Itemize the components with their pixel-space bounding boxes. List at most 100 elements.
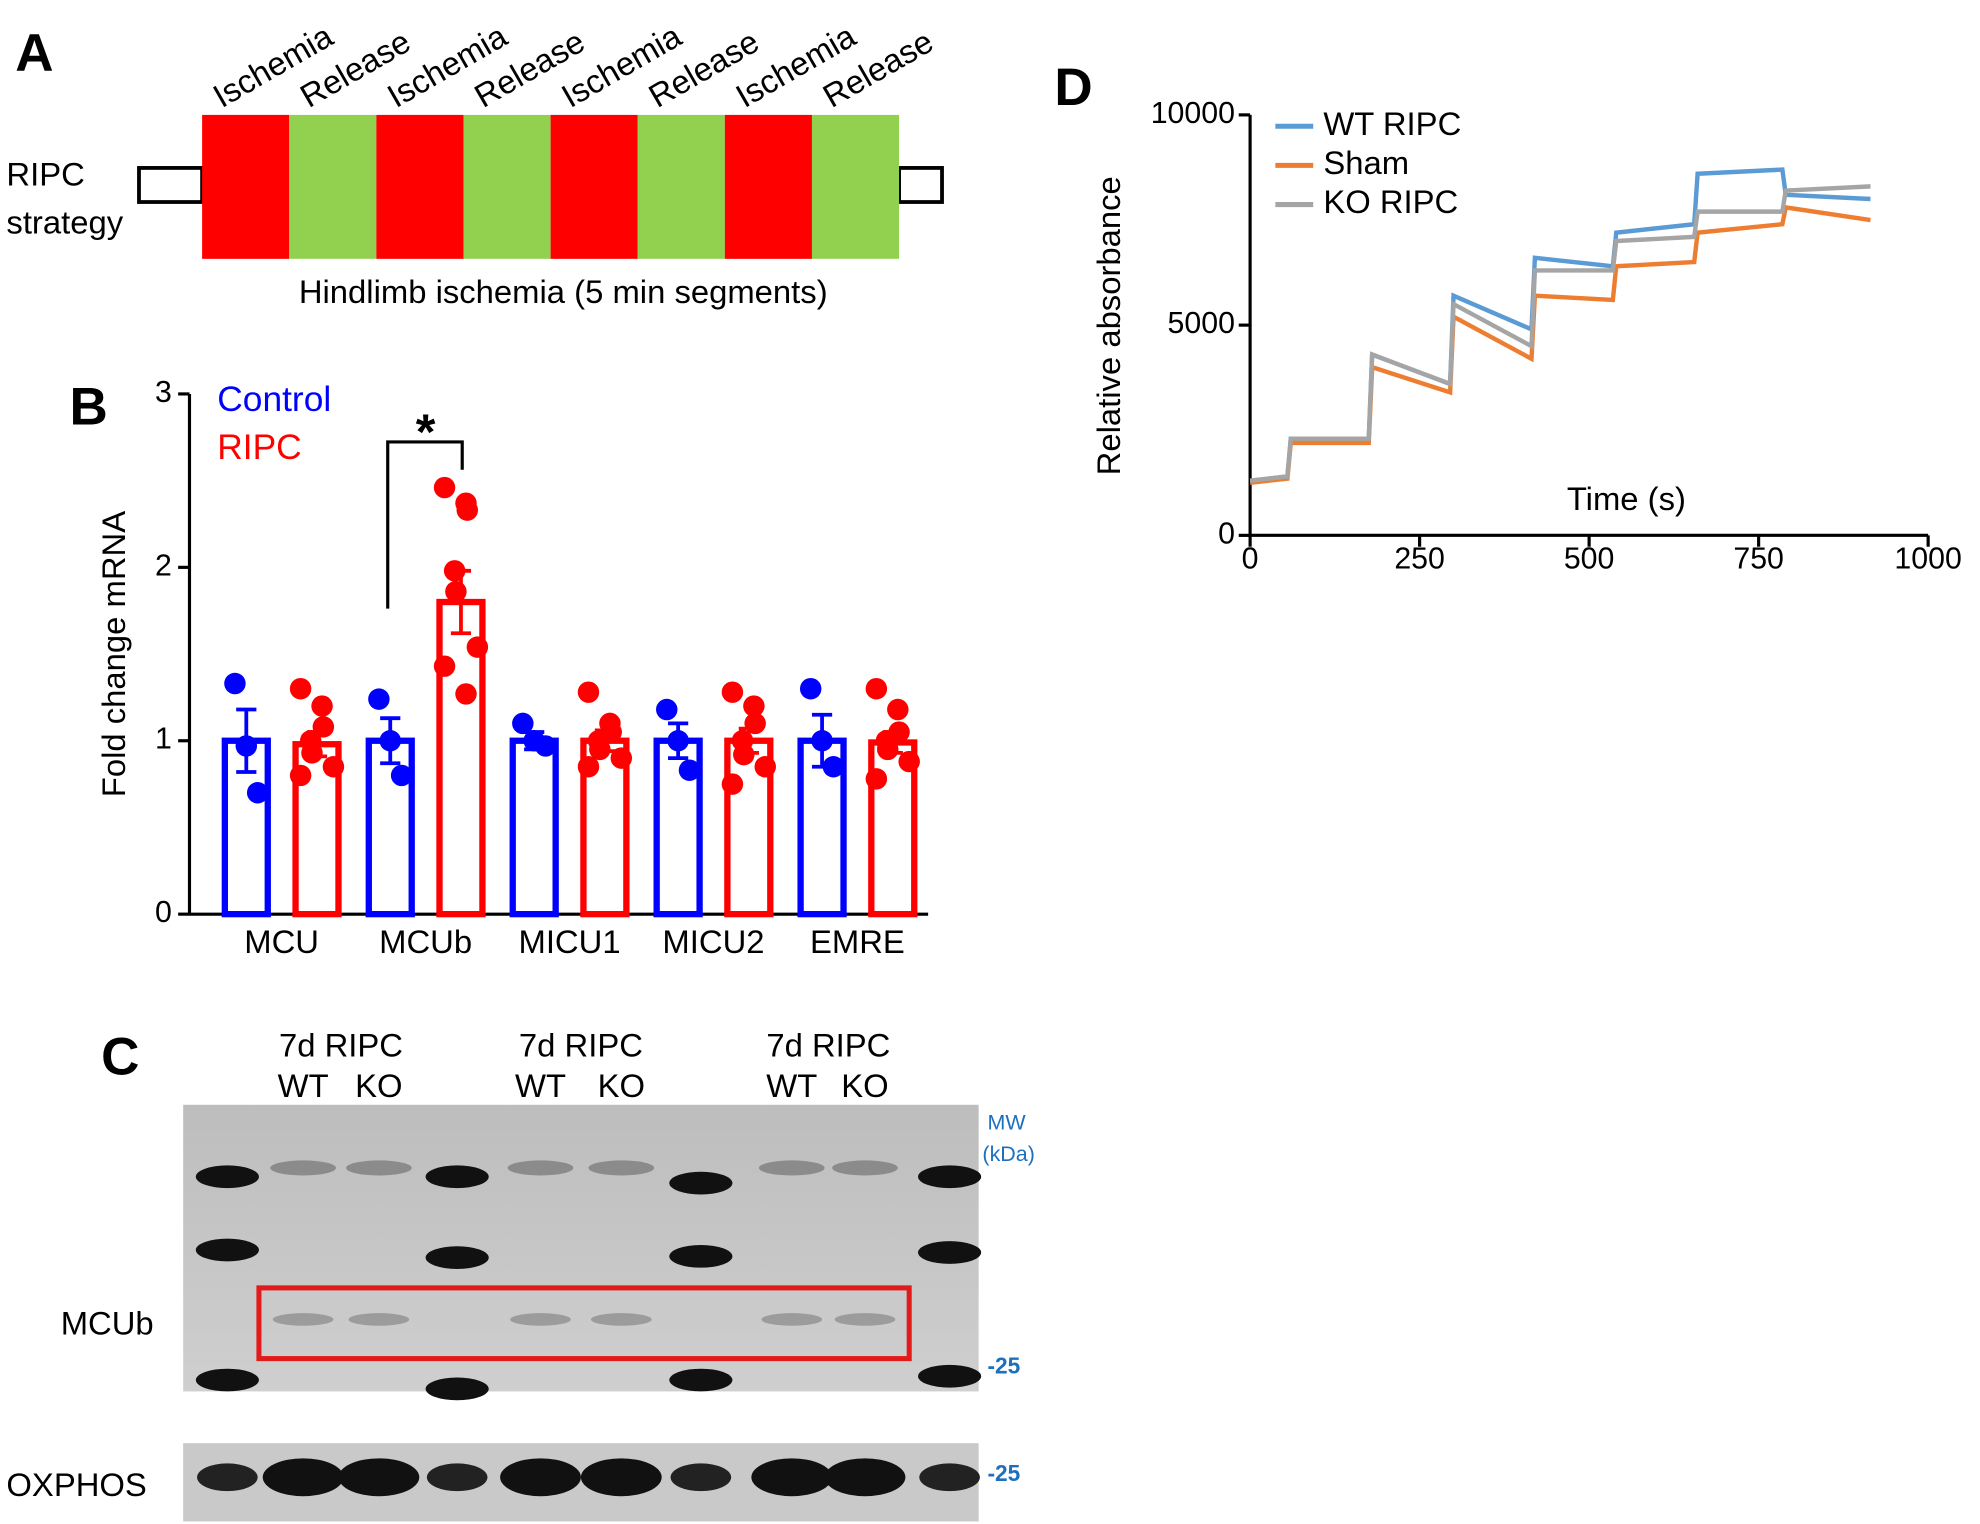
segment [202,114,290,259]
band [197,1463,258,1492]
segment [463,114,551,259]
band [832,1160,898,1176]
x-tick-label: 750 [1733,543,1784,576]
band [919,1463,980,1492]
lane-label: WT [515,1067,566,1104]
highlight-box [256,1285,912,1362]
group-title: 7d RIPC [279,1027,403,1064]
data-point [512,712,534,735]
x-tick-label: MICU1 [518,923,620,960]
ladder-band [669,1368,733,1392]
legend-label: Sham [1323,144,1409,181]
data-point [433,476,456,499]
legend-label: RIPC [217,428,301,467]
band [751,1458,833,1497]
y-axis-title: Fold change mRNA [95,511,132,797]
data-point [433,655,456,677]
group-title: 7d RIPC [519,1027,643,1064]
ladder-band [195,1238,259,1262]
y-tick-label: 2 [155,549,172,582]
mw-marker: -25 [987,1352,1020,1378]
x-tick-label: 500 [1564,543,1615,576]
caption: Hindlimb ischemia (5 min segments) [299,273,828,310]
data-point [322,756,345,778]
data-point [301,742,323,764]
data-point [445,580,467,603]
band [580,1458,662,1497]
data-point [466,636,489,658]
ladder-band [195,1165,259,1189]
segment [637,114,725,259]
ladder-band [669,1171,733,1195]
band [758,1160,825,1176]
data-point [754,756,776,778]
band [270,1160,336,1176]
x-axis-title: Time (s) [1567,480,1686,517]
band [834,1313,896,1326]
ladder-band [918,1165,982,1189]
ladder-band [195,1368,259,1392]
data-point [443,560,466,582]
x-tick-label: MCU [244,923,319,960]
band [824,1458,906,1497]
group-title: 7d RIPC [766,1027,890,1064]
x-tick-label: 1000 [1894,543,1961,576]
data-point [678,759,701,781]
band [426,1463,488,1492]
x-tick-label: MICU2 [662,923,764,960]
panel-letter: A [15,24,53,83]
band [346,1160,412,1176]
ladder-band [918,1241,982,1264]
strategy-label: strategy [6,203,123,240]
mw-unit: (kDa) [982,1142,1034,1166]
y-tick-label: 5000 [1168,307,1235,340]
data-point [224,672,246,695]
data-point [744,712,766,735]
panel-letter: B [70,377,108,436]
data-point [390,764,413,787]
ladder-band [425,1377,489,1401]
data-point [589,738,611,761]
data-point [721,773,744,795]
line [1249,204,1871,485]
line [1249,184,1871,483]
band [510,1313,571,1326]
y-axis-title: Relative absorbance [1090,176,1127,475]
data-point [456,499,479,521]
data-point [898,750,920,773]
data-point [667,730,689,752]
bar [509,737,559,918]
band [348,1313,410,1326]
lane-label: WT [278,1067,329,1104]
data-point [577,756,600,778]
bands [195,1160,982,1497]
y-tick-label: 3 [155,376,172,409]
band [588,1160,655,1176]
ladder-band [918,1364,982,1388]
data-point [610,747,633,769]
data-point [721,681,744,703]
band [507,1160,574,1176]
mw-title: MW [987,1110,1026,1134]
segment [289,114,377,259]
data-point [865,768,888,790]
data-point [235,735,258,757]
segment [376,114,464,259]
legend-label: WT RIPC [1323,105,1461,142]
data-point [312,716,335,738]
legend-label: KO RIPC [1323,183,1458,220]
data-point [811,730,833,752]
row-label: MCUb [61,1304,154,1341]
segment [811,114,900,259]
data-point [534,735,557,757]
y-tick-label: 0 [1218,517,1235,550]
data-point [289,764,312,787]
data-point [822,756,845,778]
ladder-band [425,1165,489,1189]
data-point [876,738,899,761]
panel-letter: D [1054,58,1092,117]
band [670,1463,732,1492]
band [272,1313,334,1326]
